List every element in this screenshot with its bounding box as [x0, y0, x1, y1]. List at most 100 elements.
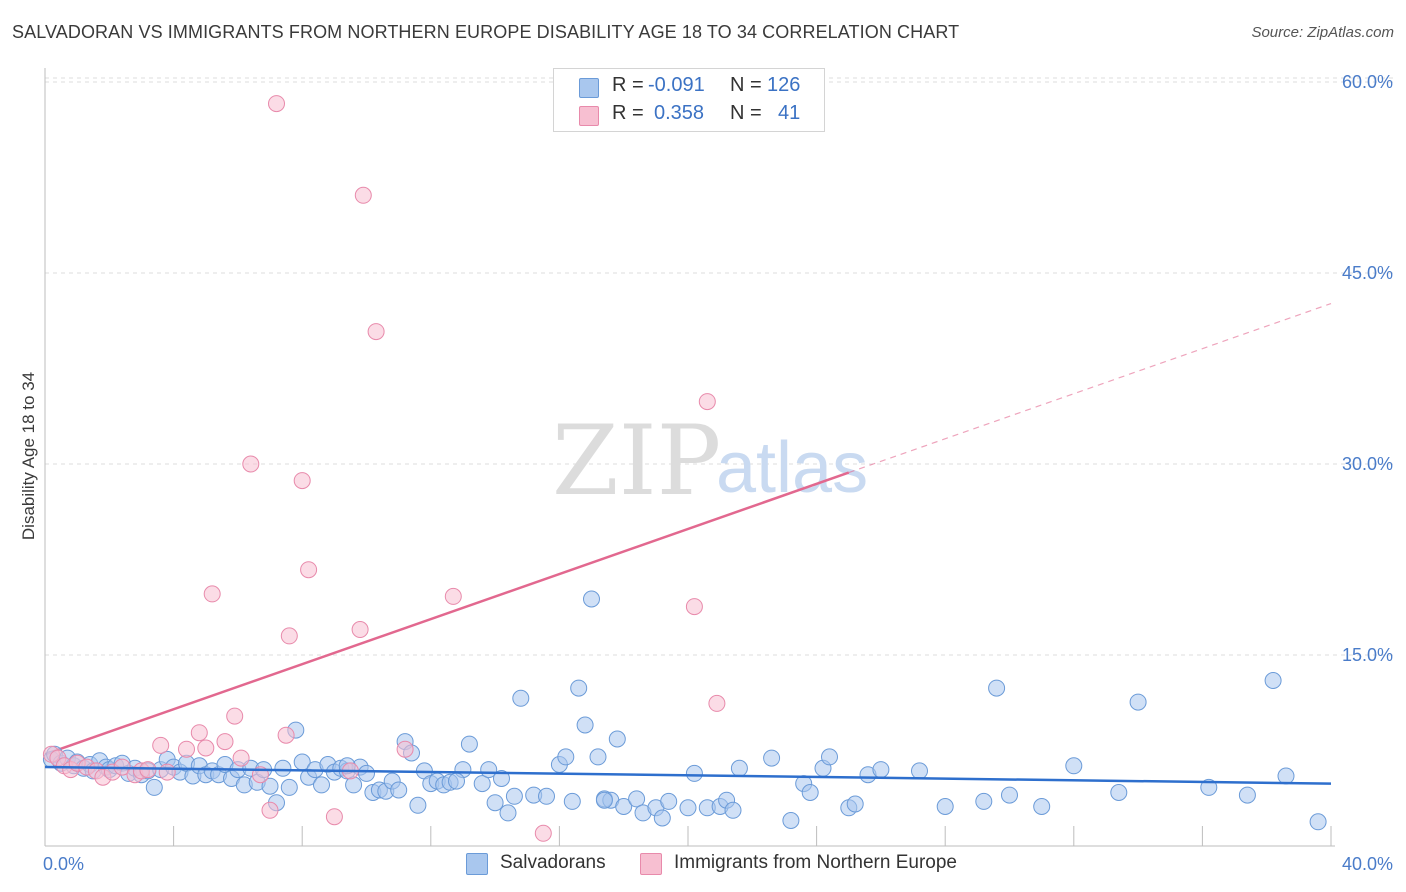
salvadoran-point [576, 716, 594, 734]
salvadoran-point [763, 749, 781, 767]
northern-europe-point [280, 627, 298, 645]
salvadoran-point [448, 772, 465, 790]
x-axis-ticks [44, 826, 1332, 846]
northern-europe-point [268, 95, 285, 113]
source-credit: Source: ZipAtlas.com [1251, 24, 1394, 41]
northern-europe-trend-solid [44, 471, 850, 756]
salvadoran-point [538, 787, 555, 805]
salvadoran-point [1110, 784, 1128, 801]
scatter-points [42, 95, 1327, 842]
northern-europe-point [367, 323, 385, 341]
legend-row-northern-europe: R = 0.358 N = 41 [554, 100, 824, 128]
salvadoran-trend-line [44, 765, 1332, 785]
northern-europe-point [351, 621, 369, 638]
salvadoran-point [615, 798, 633, 815]
legend-n-label: N = [730, 74, 762, 96]
salvadoran-point [583, 590, 600, 608]
legend-swatch-northern-europe [640, 853, 662, 875]
salvadoran-point [1238, 786, 1256, 804]
northern-europe-trend-line [44, 302, 1332, 756]
northern-europe-point [261, 801, 279, 819]
salvadoran-point [975, 792, 993, 810]
y-tick-label: 30.0% [1342, 454, 1393, 474]
salvadoran-point [473, 775, 491, 793]
salvadoran-point [589, 748, 607, 766]
northern-europe-point [293, 472, 311, 490]
salvadoran-point [821, 748, 838, 766]
salvadoran-point [679, 799, 697, 817]
northern-europe-point [158, 763, 176, 781]
y-tick-label: 15.0% [1342, 645, 1393, 665]
northern-europe-point [242, 455, 260, 473]
y-tick-label: 60.0% [1342, 72, 1393, 92]
salvadoran-point [724, 801, 742, 819]
northern-europe-point [444, 587, 462, 605]
northern-europe-point [698, 393, 716, 411]
y-axis-tick-labels: 15.0% 30.0% 45.0% 60.0% [1342, 72, 1393, 665]
salvadoran-point [1264, 672, 1282, 689]
salvadoran-point [936, 798, 954, 815]
northern-europe-point [232, 749, 250, 767]
salvadoran-point [1065, 757, 1083, 775]
salvadoran-point [660, 792, 678, 810]
legend-label-northern-europe: Immigrants from Northern Europe [674, 852, 957, 873]
series-legend: Salvadorans Immigrants from Northern Eur… [0, 852, 1406, 878]
salvadoran-point [486, 794, 504, 812]
northern-europe-point [216, 733, 234, 751]
correlation-legend: R = -0.091 N = 126 R = 0.358 N = 41 [553, 68, 825, 132]
salvadoran-point [145, 778, 163, 796]
legend-n-value: 126 [767, 74, 801, 96]
northern-europe-point [152, 736, 170, 754]
salvadoran-point [345, 776, 363, 794]
salvadoran-trend [44, 765, 1332, 785]
watermark-zip: ZIP [552, 405, 721, 517]
salvadoran-point [274, 759, 292, 777]
y-tick-label: 45.0% [1342, 263, 1393, 283]
salvadoran-point [1277, 767, 1295, 785]
legend-r-label: R = [612, 102, 644, 124]
salvadoran-point [460, 735, 478, 753]
grid-lines [45, 77, 1394, 656]
salvadoran-point [313, 776, 330, 794]
northern-europe-point [277, 726, 295, 744]
northern-europe-point [396, 740, 414, 758]
salvadoran-point [570, 679, 588, 697]
salvadoran-point [563, 792, 581, 810]
salvadoran-point [653, 809, 671, 827]
legend-r-value: -0.091 [648, 74, 705, 96]
x-tick-min: 0.0% [43, 854, 84, 874]
salvadoran-point [358, 764, 375, 782]
salvadoran-point [846, 795, 864, 813]
northern-europe-point [354, 186, 372, 204]
northern-europe-point [197, 739, 215, 757]
salvadoran-point [280, 778, 298, 796]
legend-label-salvadorans: Salvadorans [500, 852, 606, 873]
northern-europe-trend-dashed [848, 302, 1332, 474]
legend-r-label: R = [612, 74, 644, 96]
legend-r-value: 0.358 [654, 102, 705, 124]
salvadoran-point [1001, 786, 1018, 804]
northern-europe-point [226, 707, 244, 725]
salvadoran-point [409, 796, 427, 814]
salvadoran-point [512, 689, 530, 707]
salvadoran-point [1033, 798, 1051, 815]
salvadoran-point [911, 762, 928, 780]
salvadoran-point [390, 781, 408, 799]
legend-row-salvadorans: R = -0.091 N = 126 [554, 72, 824, 100]
salvadoran-point [595, 791, 613, 809]
y-axis-label: Disability Age 18 to 34 [19, 372, 38, 540]
northern-europe-point [534, 824, 552, 842]
salvadoran-point [988, 679, 1006, 697]
salvadoran-point [493, 770, 510, 787]
salvadoran-point [505, 787, 523, 805]
x-tick-max: 40.0% [1342, 854, 1393, 874]
salvadoran-point [730, 759, 748, 777]
legend-swatch-blue [579, 78, 599, 98]
northern-europe-point [300, 561, 318, 579]
salvadoran-point [608, 730, 626, 748]
salvadoran-point [1129, 693, 1147, 711]
salvadoran-point [499, 804, 517, 822]
northern-europe-point [178, 740, 195, 758]
watermark-atlas: atlas [716, 428, 868, 508]
